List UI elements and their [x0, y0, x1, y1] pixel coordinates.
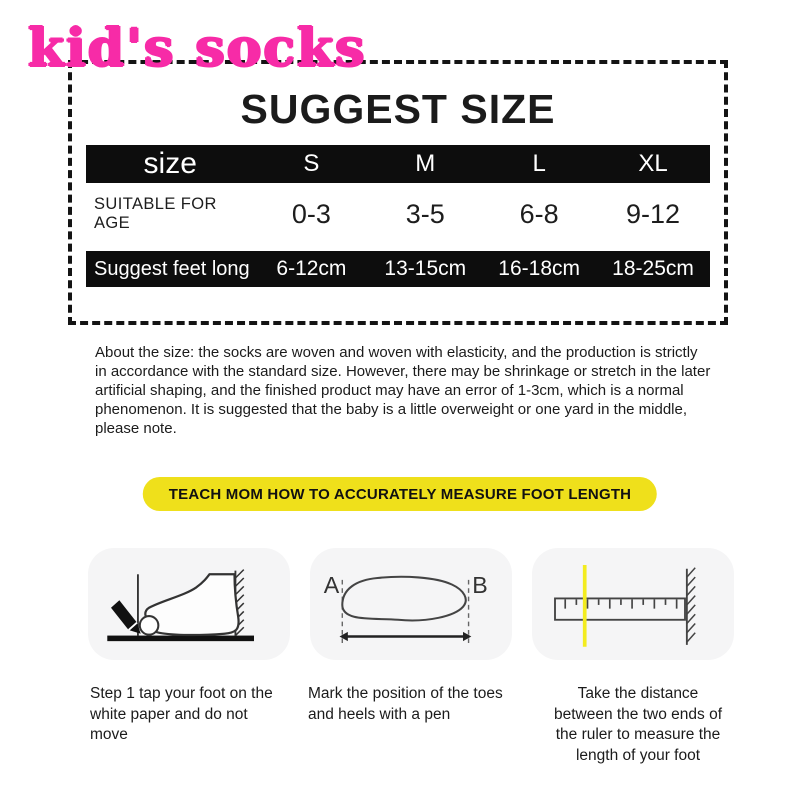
row-feet-label: Suggest feet long — [94, 257, 250, 280]
header-m: M — [415, 150, 436, 177]
measure-step-panels: A B — [88, 548, 734, 660]
ruler-icon — [554, 565, 696, 647]
foot-outline-measure-icon: A B — [324, 572, 488, 643]
size-chart-title: SUGGEST SIZE — [240, 86, 556, 132]
step1-panel — [88, 548, 290, 660]
header-xl: XL — [638, 150, 668, 177]
step2-panel: A B — [310, 548, 512, 660]
feet-value-s: 6-12cm — [276, 257, 347, 280]
size-table: size S M L XL SUITABLE FOR AGE 0-3 3-5 6… — [86, 145, 710, 287]
feet-value-l: 16-18cm — [498, 257, 580, 280]
age-value-m: 3-5 — [405, 198, 445, 229]
header-l: L — [532, 150, 546, 177]
table-row-age: SUITABLE FOR AGE 0-3 3-5 6-8 9-12 — [86, 183, 710, 245]
size-chart-box: SUGGEST SIZE size S M L XL SUITABLE FOR … — [68, 60, 728, 325]
step3-panel — [532, 548, 734, 660]
step1-caption: Step 1 tap your foot on the white paper … — [90, 685, 273, 744]
header-size: size — [143, 147, 197, 180]
age-value-s: 0-3 — [291, 198, 331, 229]
row-age-label: SUITABLE FOR AGE — [94, 195, 217, 232]
header-s: S — [303, 150, 320, 177]
step3-caption: Take the distance between the two ends o… — [553, 685, 723, 764]
age-value-l: 6-8 — [519, 198, 559, 229]
marker-b-label: B — [472, 572, 487, 598]
age-value-xl: 9-12 — [626, 198, 681, 229]
feet-value-xl: 18-25cm — [612, 257, 694, 280]
feet-value-m: 13-15cm — [384, 257, 467, 280]
foot-against-wall-icon — [107, 569, 255, 642]
table-row-feet-length: Suggest feet long 6-12cm 13-15cm 16-18cm… — [86, 251, 710, 287]
step2-caption: Mark the position of the toes and heels … — [308, 685, 503, 723]
measure-banner: TEACH MOM HOW TO ACCURATELY MEASURE FOOT… — [142, 477, 658, 511]
about-size-paragraph: About the size: the socks are woven and … — [95, 344, 711, 437]
size-table-header-row: size S M L XL — [86, 145, 710, 183]
marker-a-label: A — [324, 572, 340, 598]
brand-title: kid's socks — [28, 18, 367, 79]
